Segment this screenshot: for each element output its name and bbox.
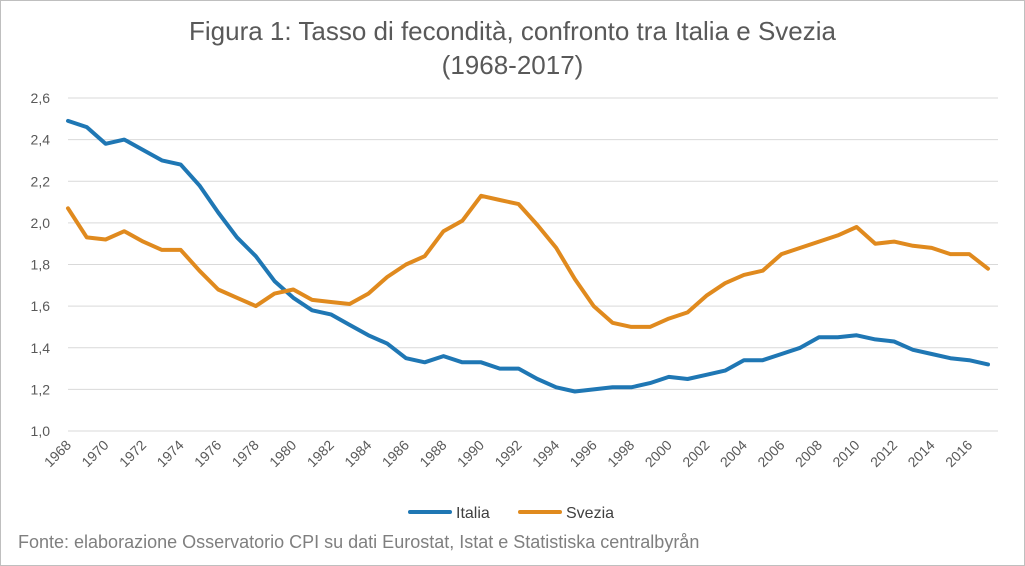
- chart-title: Figura 1: Tasso di fecondità, confronto …: [0, 14, 1025, 82]
- x-tick-label: 2004: [717, 437, 750, 470]
- source-note: Fonte: elaborazione Osservatorio CPI su …: [18, 532, 700, 552]
- x-tick-label: 1990: [454, 437, 487, 470]
- x-tick-label: 1986: [379, 437, 412, 470]
- legend-label: Svezia: [566, 505, 614, 522]
- x-tick-label: 2006: [754, 437, 787, 470]
- x-tick-label: 2002: [679, 437, 712, 470]
- gridlines: [68, 97, 998, 432]
- x-tick-label: 2000: [642, 437, 675, 470]
- x-tick-label: 2010: [829, 437, 862, 470]
- chart-title-line2: (1968-2017): [441, 50, 584, 80]
- x-tick-label: 2008: [792, 437, 825, 470]
- y-tick-label: 1,6: [31, 298, 51, 314]
- series-line-svezia: [66, 193, 990, 329]
- x-tick-label: 1996: [566, 437, 599, 470]
- x-tick-label: 1994: [529, 437, 562, 470]
- y-axis-ticks: 1,0 1,2 1,4 1,6 1,8 2,0 2,2 2,4 2,6: [31, 90, 51, 439]
- x-tick-label: 1968: [41, 437, 74, 470]
- y-tick-label: 1,4: [31, 340, 51, 356]
- legend-label: Italia: [456, 505, 490, 522]
- y-tick-label: 1,8: [31, 257, 51, 273]
- y-tick-label: 1,2: [31, 381, 51, 397]
- x-tick-label: 1992: [491, 437, 524, 470]
- x-tick-label: 1972: [116, 437, 149, 470]
- x-tick-label: 1984: [341, 437, 374, 470]
- y-tick-label: 2,2: [31, 173, 51, 189]
- x-tick-label: 1980: [266, 437, 299, 470]
- series-line-italia: [66, 118, 990, 394]
- x-tick-label: 2014: [904, 437, 937, 470]
- y-tick-label: 2,6: [31, 90, 51, 106]
- chart-title-line1: Figura 1: Tasso di fecondità, confronto …: [189, 16, 836, 46]
- x-tick-label: 2016: [942, 437, 975, 470]
- x-tick-label: 1978: [229, 437, 262, 470]
- x-tick-label: 1970: [78, 437, 111, 470]
- series-lines: [66, 118, 990, 394]
- x-tick-label: 1976: [191, 437, 224, 470]
- y-tick-label: 1,0: [31, 423, 51, 439]
- x-tick-label: 2012: [867, 437, 900, 470]
- x-tick-label: 1982: [304, 437, 337, 470]
- x-axis-ticks: 1968 1970 1972 1974 1976 1978 1980 1982 1984 1986…: [41, 437, 976, 470]
- x-tick-label: 1974: [153, 437, 186, 470]
- y-tick-label: 2,0: [31, 215, 51, 231]
- legend: Italia Svezia: [408, 505, 614, 522]
- x-tick-label: 1998: [604, 437, 637, 470]
- y-tick-label: 2,4: [31, 132, 51, 148]
- x-tick-label: 1988: [416, 437, 449, 470]
